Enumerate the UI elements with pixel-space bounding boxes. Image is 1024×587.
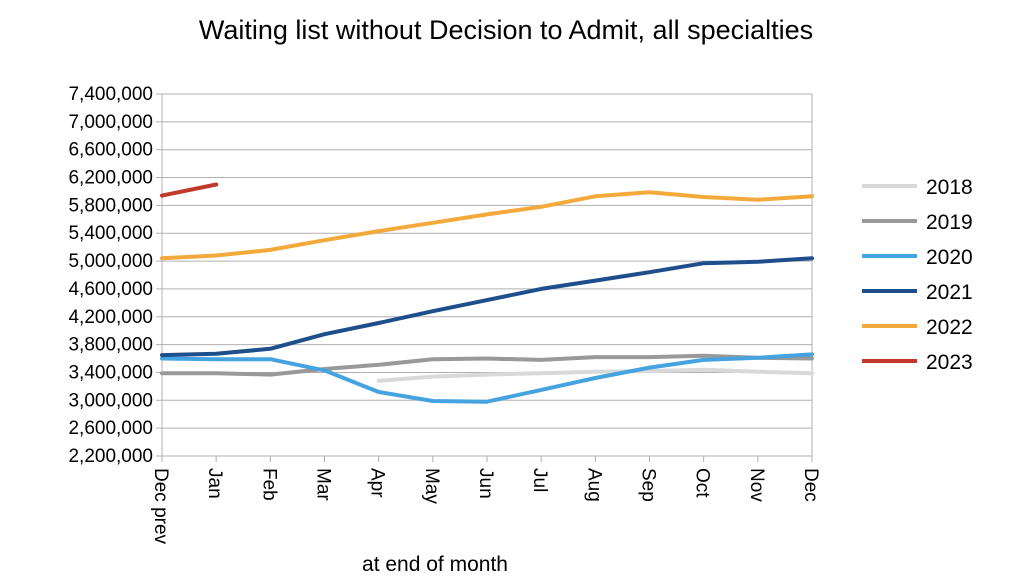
x-axis-label: at end of month <box>362 553 508 576</box>
series-2022 <box>160 190 814 261</box>
legend-label-2022: 2022 <box>926 316 973 339</box>
x-tick-label: Jun <box>475 468 496 499</box>
y-tick-label: 3,000,000 <box>68 390 153 411</box>
y-tick-label: 6,600,000 <box>68 140 153 161</box>
series-line-2020 <box>160 352 814 404</box>
x-tick-label: Jul <box>529 468 550 492</box>
y-tick-label: 4,200,000 <box>68 307 153 328</box>
legend: 2018 2019 2020 2021 2022 2023 <box>862 176 973 374</box>
y-tick-label: 5,800,000 <box>68 195 153 216</box>
series-2020 <box>160 352 814 404</box>
x-tick-label: Sep <box>638 468 659 502</box>
chart-title: Waiting list without Decision to Admit, … <box>199 15 813 45</box>
y-tick-label: 6,200,000 <box>68 168 153 189</box>
legend-label-2020: 2020 <box>926 246 973 269</box>
x-tick-label: Feb <box>258 468 279 501</box>
y-tick-label: 5,400,000 <box>68 223 153 244</box>
series-line-2019 <box>160 353 814 377</box>
x-tick-label: Dec <box>800 468 821 502</box>
x-tick-label: Nov <box>746 468 767 502</box>
x-axis: Dec prev Jan Feb Mar Apr May Jun Jul Aug Sep Oct No… <box>150 456 821 545</box>
x-tick-label: Dec prev <box>150 468 171 545</box>
y-tick-label: 7,400,000 <box>68 84 153 105</box>
x-tick-label: Oct <box>692 468 713 498</box>
legend-label-2021: 2021 <box>926 281 973 304</box>
y-tick-label: 2,600,000 <box>68 418 153 439</box>
x-tick-label: Apr <box>367 468 388 498</box>
y-tick-label: 4,600,000 <box>68 279 153 300</box>
x-tick-label: May <box>421 468 442 504</box>
series-line-2023 <box>160 182 219 198</box>
y-tick-label: 3,400,000 <box>68 362 153 383</box>
series-2019 <box>160 353 814 377</box>
series-line-2018 <box>376 367 814 383</box>
x-tick-label: Aug <box>583 468 604 502</box>
y-tick-label: 3,800,000 <box>68 335 153 356</box>
legend-label-2019: 2019 <box>926 211 973 234</box>
x-tick-label: Jan <box>204 468 225 499</box>
plot-area <box>161 93 813 457</box>
series-line-2021 <box>160 256 814 358</box>
y-tick-label: 2,200,000 <box>68 446 153 467</box>
series-group <box>160 182 814 404</box>
series-2018 <box>376 367 814 383</box>
legend-label-2023: 2023 <box>926 351 973 374</box>
y-axis: 2,200,000 2,600,000 3,000,000 3,400,000 3,80… <box>68 84 162 467</box>
series-2021 <box>160 256 814 358</box>
y-tick-label: 5,000,000 <box>68 251 153 272</box>
legend-label-2018: 2018 <box>926 176 973 199</box>
series-line-2022 <box>160 190 814 261</box>
series-2023 <box>160 182 219 198</box>
x-tick-label: Mar <box>313 468 334 501</box>
y-tick-label: 7,000,000 <box>68 112 153 133</box>
